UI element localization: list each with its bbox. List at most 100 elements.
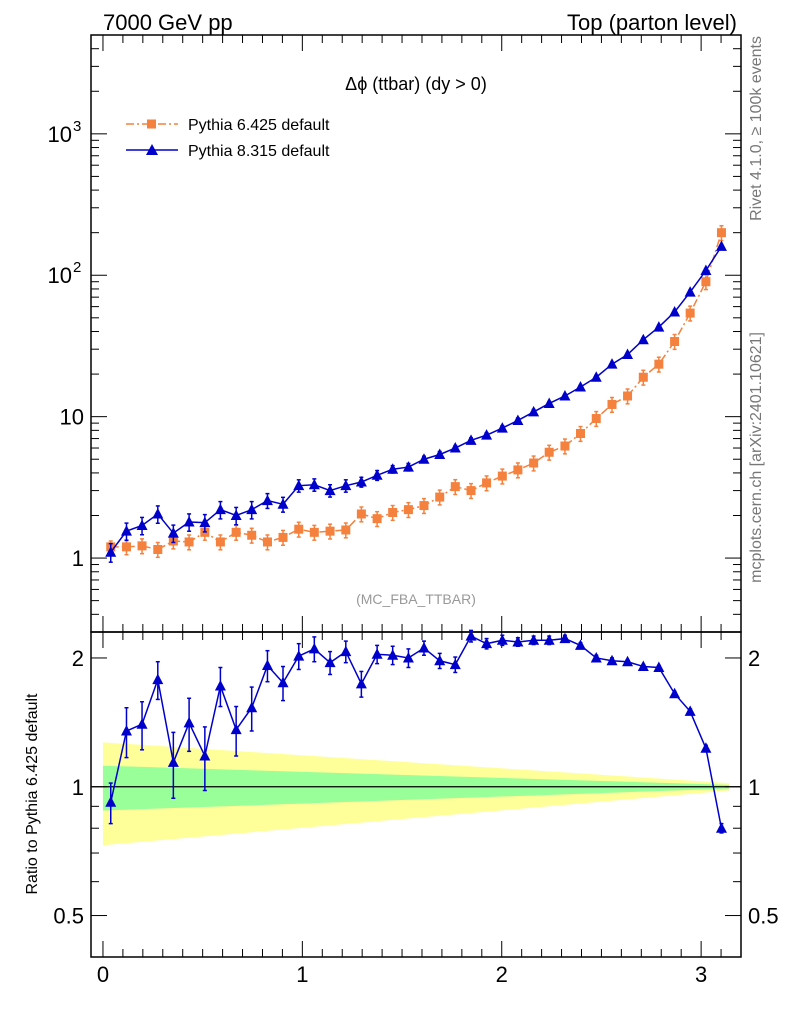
pythia6-point bbox=[215, 537, 225, 547]
legend-item-pythia8: Pythia 8.315 default bbox=[126, 143, 330, 160]
legend-label-pythia6: Pythia 6.425 default bbox=[188, 117, 330, 134]
ratio-pythia8-point bbox=[700, 742, 712, 753]
ratio-pythia8-point bbox=[246, 701, 258, 713]
ratio-pythia8-point bbox=[512, 635, 524, 647]
ratio-pythia8-point bbox=[590, 651, 602, 663]
ratio-pythia8-point bbox=[574, 639, 586, 650]
pythia6-point bbox=[701, 277, 711, 287]
legend-marker-pythia8 bbox=[146, 144, 158, 155]
pythia8-point bbox=[512, 414, 524, 425]
pythia8-point bbox=[559, 389, 571, 401]
pythia6-point bbox=[560, 441, 570, 451]
pythia8-point bbox=[528, 405, 540, 417]
ratio-pythia8-point bbox=[637, 660, 649, 672]
pythia8-point bbox=[324, 484, 336, 496]
ratio-pythia8-point bbox=[340, 645, 352, 657]
pythia6-point bbox=[372, 514, 382, 524]
pythia8-point bbox=[308, 478, 320, 490]
pythia8-point bbox=[246, 503, 258, 515]
pythia6-point bbox=[294, 524, 304, 534]
pythia8-point bbox=[387, 463, 399, 474]
ratio-pythia8-point bbox=[261, 659, 273, 671]
pythia8-point bbox=[105, 546, 117, 557]
pythia8-point bbox=[230, 509, 242, 520]
ratio-ytick-label-right: 2 bbox=[748, 646, 760, 671]
ratio-pythia8-point bbox=[355, 677, 367, 689]
pythia6-point bbox=[388, 507, 398, 517]
ratio-pythia8-point bbox=[449, 658, 461, 670]
ratio-band-inner bbox=[102, 765, 730, 811]
ratio-plot-series bbox=[105, 629, 727, 834]
main-plot: Δϕ (ttbar) (dy > 0) (MC_FBA_TTBAR) 1 10 10… bbox=[48, 34, 742, 633]
main-plot-series bbox=[105, 224, 727, 563]
ratio-ytick-label-left: 1 bbox=[72, 775, 84, 800]
header-energy-label: 7000 GeV pp bbox=[103, 10, 233, 35]
pythia6-point bbox=[309, 527, 319, 537]
legend-label-pythia8: Pythia 8.315 default bbox=[188, 143, 330, 160]
side-label-mcplots: mcplots.cern.ch [arXiv:2401.10621] bbox=[748, 332, 765, 583]
pythia6-point bbox=[716, 228, 726, 238]
pythia8-point bbox=[340, 479, 352, 491]
ratio-pythia8-point bbox=[559, 632, 571, 644]
pythia8-point bbox=[622, 348, 634, 360]
pythia6-point bbox=[544, 447, 554, 457]
pythia8-point bbox=[277, 498, 289, 509]
ratio-uncertainty-band bbox=[102, 742, 730, 846]
ratio-pythia8-point bbox=[167, 756, 179, 767]
pythia8-point bbox=[481, 429, 493, 440]
pythia6-point bbox=[638, 372, 648, 382]
pythia8-point bbox=[261, 494, 273, 506]
ratio-pythia8-point bbox=[214, 679, 226, 691]
pythia6-point bbox=[623, 391, 633, 401]
ratio-xtick-label: 3 bbox=[695, 962, 707, 987]
pythia6-point bbox=[591, 414, 601, 424]
pythia6-point bbox=[278, 532, 288, 542]
pythia6-point bbox=[137, 541, 147, 551]
pythia8-point bbox=[465, 434, 477, 445]
pythia8-point bbox=[669, 305, 681, 317]
pythia6-point bbox=[231, 527, 241, 537]
ratio-pythia8-point bbox=[622, 655, 634, 667]
main-plot-title: Δϕ (ttbar) (dy > 0) bbox=[345, 74, 487, 94]
ratio-ytick-label-right: 0.5 bbox=[748, 904, 779, 929]
pythia6-point bbox=[529, 458, 539, 468]
legend-item-pythia6: Pythia 6.425 default bbox=[126, 117, 330, 134]
pythia8-point bbox=[418, 453, 430, 464]
main-ytick-label: 10 bbox=[48, 122, 72, 147]
ratio-pythia8-point bbox=[434, 654, 446, 666]
ratio-pythia8-point bbox=[387, 649, 399, 660]
pythia8-point bbox=[355, 476, 367, 487]
pythia8-point bbox=[293, 479, 305, 491]
pythia8-point bbox=[606, 358, 618, 369]
pythia6-point bbox=[356, 509, 366, 519]
pythia8-point bbox=[496, 422, 508, 433]
ratio-pythia8-point bbox=[199, 750, 211, 761]
pythia6-point bbox=[121, 542, 131, 552]
pythia8-point bbox=[120, 525, 132, 536]
pythia6-point bbox=[262, 537, 272, 547]
pythia6-point bbox=[482, 478, 492, 488]
ratio-pythia8-point bbox=[308, 642, 320, 654]
pythia6-point bbox=[497, 471, 507, 481]
main-ytick-label-exponent: 3 bbox=[73, 118, 81, 135]
ratio-pythia8-point bbox=[669, 687, 681, 699]
pythia6-point bbox=[575, 429, 585, 439]
ratio-plot-ticks: 0 1 2 3 0.5 0.5 1 1 2 2 bbox=[53, 632, 779, 987]
pythia6-point bbox=[670, 336, 680, 346]
pythia8-point bbox=[183, 515, 195, 527]
ratio-pythia8-point bbox=[136, 718, 148, 729]
pythia8-point bbox=[402, 461, 414, 472]
ratio-pythia8-point bbox=[120, 724, 132, 736]
ratio-pythia8-point bbox=[402, 651, 414, 663]
legend-marker-pythia6 bbox=[147, 119, 156, 129]
ratio-pythia8-line bbox=[110, 635, 723, 829]
ratio-ytick-label-left: 2 bbox=[72, 646, 84, 671]
pythia8-point bbox=[136, 519, 148, 530]
ratio-plot-ylabel: Ratio to Pythia 6.425 default bbox=[24, 693, 41, 895]
ratio-pythia8-point bbox=[496, 634, 508, 645]
pythia8-point bbox=[543, 397, 555, 408]
ratio-pythia8-point bbox=[715, 822, 727, 833]
ratio-plot-frame bbox=[90, 631, 742, 958]
